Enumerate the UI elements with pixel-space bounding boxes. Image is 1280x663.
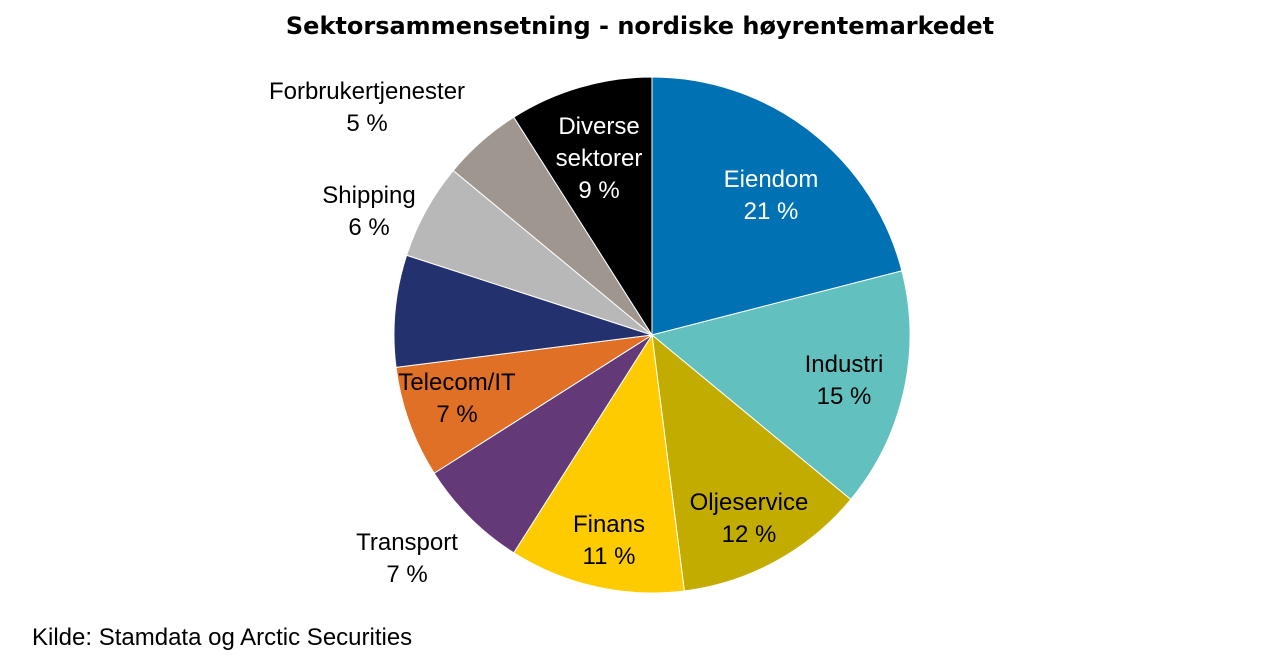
slice-label: Eiendom 21 %: [724, 166, 819, 225]
slice-label: Finans 11 %: [573, 511, 645, 570]
slice-value-label: 7 %: [436, 401, 477, 428]
slice-name-label: Shipping: [322, 182, 415, 209]
slice-name-label: Diverse: [558, 113, 639, 140]
slice-value-label: 6 %: [348, 214, 389, 241]
slice-value-label: 9 %: [578, 177, 619, 204]
pie-slice: [651, 333, 852, 592]
slice-label: Transport 7 %: [356, 529, 458, 588]
slice-value-label: 15 %: [817, 383, 872, 410]
slice-label: Forbrukertjenester 5 %: [269, 78, 465, 137]
pie-slice: [513, 76, 653, 337]
slice-name-label: Finans: [573, 511, 645, 538]
chart-title: Sektorsammensetning - nordiske høyrentem…: [285, 12, 995, 40]
slice-label: Shipping 6 %: [322, 182, 415, 241]
slice-name-label: sektorer: [556, 145, 643, 172]
slice-name-label: Oljeservice: [690, 489, 809, 516]
pie-slice: [513, 333, 685, 594]
slice-value-label: 5 %: [346, 110, 387, 137]
pie-slice: [650, 270, 911, 501]
slice-value-label: 7 %: [386, 561, 427, 588]
slice-label: Telecom/IT 7 %: [398, 369, 516, 428]
slice-name-label: Eiendom: [724, 166, 819, 193]
pie-slice: [433, 334, 653, 554]
slice-value-label: 12 %: [722, 521, 777, 548]
chart-source: Kilde: Stamdata og Arctic Securities: [32, 624, 413, 651]
slice-name-label: Industri: [805, 351, 884, 378]
slice-value-label: 21 %: [744, 198, 799, 225]
slice-value-label: 11 %: [583, 543, 636, 570]
slice-label: Oljeservice 12 %: [690, 489, 809, 548]
slice-name-label: Telecom/IT: [398, 369, 516, 396]
slice-name-label: Transport: [356, 529, 458, 556]
slice-label: Industri 15 %: [805, 351, 884, 410]
pie-slice: [395, 334, 653, 474]
slice-name-label: Forbrukertjenester: [269, 78, 465, 105]
pie-slice: [651, 76, 903, 336]
pie-slice: [393, 254, 653, 368]
slice-label: Diverse sektorer 9 %: [556, 113, 643, 204]
